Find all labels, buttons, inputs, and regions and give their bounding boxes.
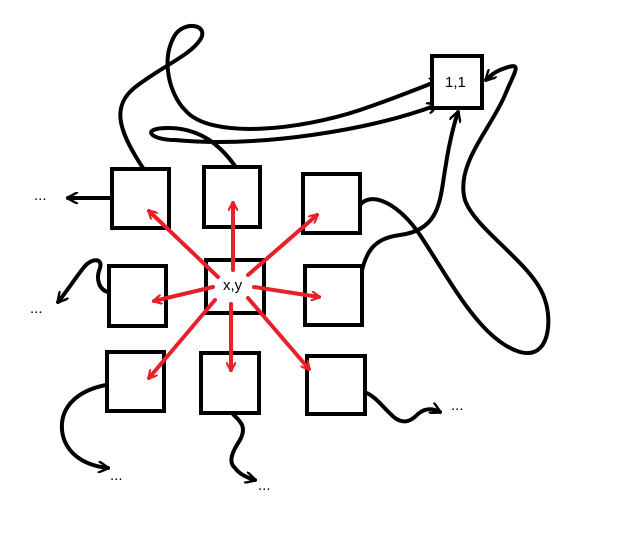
path-top-left-to-target	[118, 24, 440, 170]
red-arrow-left	[154, 285, 215, 301]
red-arrow-up-right	[246, 215, 317, 277]
center-node-label: x,y	[223, 277, 243, 294]
continuation-left-top: ...	[34, 187, 47, 204]
path-middle-right-to-target	[358, 112, 458, 282]
connection-paths	[118, 24, 551, 356]
arrow-left-middle	[58, 258, 110, 302]
red-arrow-down-left	[149, 298, 217, 378]
box-target	[430, 54, 484, 110]
box-top-right	[301, 172, 362, 235]
box-bottom-right	[305, 354, 367, 416]
red-arrow-down-right	[246, 296, 309, 369]
box-top-left	[110, 167, 171, 230]
path-top-middle-to-target	[149, 105, 437, 168]
neighbor-arrows	[149, 201, 319, 378]
box-middle-left	[107, 264, 168, 328]
red-arrow-up-left	[149, 211, 220, 279]
continuation-left-middle: ...	[30, 300, 43, 317]
arrow-bottom-middle	[229, 411, 255, 480]
continuation-bottom-left: ...	[110, 467, 123, 484]
path-top-right-to-target	[358, 64, 551, 356]
box-bottom-left	[105, 350, 166, 413]
continuation-arrows	[58, 198, 440, 480]
continuation-bottom-middle: ...	[258, 477, 271, 494]
target-node-label: 1,1	[445, 74, 466, 91]
red-arrow-right	[252, 285, 319, 297]
arrow-bottom-right	[362, 390, 440, 424]
arrow-bottom-left	[59, 383, 108, 468]
continuation-bottom-right: ...	[451, 397, 464, 414]
